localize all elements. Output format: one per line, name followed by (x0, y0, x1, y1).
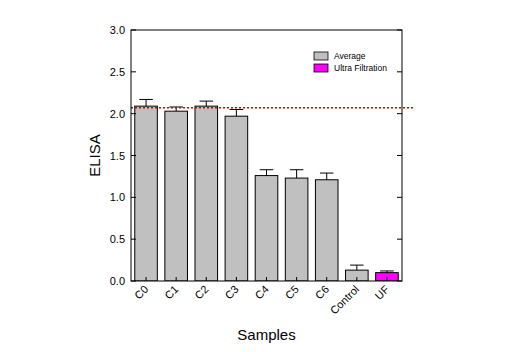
error-bar (230, 109, 244, 116)
error-stem (326, 173, 327, 180)
x-tick (146, 277, 147, 281)
error-bar (350, 265, 364, 270)
bar (285, 178, 308, 281)
error-cap (350, 265, 364, 266)
x-tick (326, 277, 327, 281)
x-tick (266, 277, 267, 281)
error-stem (146, 99, 147, 106)
y-tick-label: 2.0 (110, 108, 125, 120)
bar (315, 180, 338, 281)
bar (255, 176, 278, 281)
y-tick (131, 239, 136, 240)
y-tick-label: 1.0 (110, 191, 125, 203)
x-tick-label: C5 (283, 283, 301, 301)
bar (165, 111, 188, 281)
y-tick-right (397, 30, 402, 31)
y-tick-right (397, 113, 402, 114)
bar (346, 270, 369, 281)
legend-swatch (314, 64, 328, 72)
y-tick (131, 30, 136, 31)
y-axis-label: ELISA (86, 134, 103, 177)
legend-label: Ultra Filtration (334, 63, 387, 73)
plot-frame (131, 30, 402, 281)
y-tick-right (397, 197, 402, 198)
error-cap (230, 109, 244, 110)
error-cap (200, 101, 214, 102)
plot-area (135, 99, 398, 281)
x-tick (296, 277, 297, 281)
y-tick-right (397, 71, 402, 72)
bar (376, 273, 399, 281)
bar (195, 106, 218, 281)
x-tick-label: C6 (313, 283, 331, 301)
error-stem (236, 109, 237, 116)
x-tick-label: C3 (222, 283, 240, 301)
y-tick-label: 1.5 (110, 150, 125, 162)
x-tick (176, 277, 177, 281)
x-axis-label: Samples (237, 326, 295, 343)
x-tick-label: Control (328, 283, 362, 317)
y-tick (131, 155, 136, 156)
y-tick-right (397, 239, 402, 240)
x-tick-label: C1 (162, 283, 180, 301)
error-cap (290, 169, 304, 170)
y-tick-label: 0.5 (110, 233, 125, 245)
error-bar (290, 170, 304, 178)
legend: Average Ultra Filtration (314, 51, 387, 73)
y-tick (131, 71, 136, 72)
chart: 0.0 0.5 1.0 1.5 2.0 2.5 3.0 C0 C1 C2 C3 C4 C5 C6Contr… (0, 0, 513, 352)
y-tick (131, 281, 136, 282)
error-stem (296, 170, 297, 178)
error-cap (320, 173, 334, 174)
bar (225, 116, 248, 281)
error-stem (206, 101, 207, 106)
x-tick (236, 277, 237, 281)
x-tick (206, 277, 207, 281)
y-tick-right (397, 155, 402, 156)
error-cap (139, 99, 153, 100)
y-tick-right (397, 281, 402, 282)
x-tick (386, 277, 387, 281)
bar (135, 106, 158, 281)
error-bar (380, 271, 394, 273)
y-tick-label: 2.5 (110, 66, 125, 78)
error-stem (356, 265, 357, 270)
error-bar (200, 101, 214, 106)
error-bar (320, 173, 334, 180)
x-tick-label: C0 (132, 283, 150, 301)
error-bar (139, 99, 153, 106)
x-tick-label: UF (372, 283, 391, 302)
y-tick-label: 0.0 (110, 275, 125, 287)
y-tick (131, 113, 136, 114)
x-tick (356, 277, 357, 281)
error-cap (260, 169, 274, 170)
error-bar (260, 170, 274, 176)
y-tick-label: 3.0 (110, 24, 125, 36)
legend-label: Average (334, 51, 366, 61)
threshold-line (131, 107, 414, 109)
x-tick-label: C4 (252, 283, 270, 301)
legend-swatch (314, 52, 328, 60)
y-tick (131, 197, 136, 198)
error-stem (266, 170, 267, 176)
error-cap (380, 270, 394, 271)
x-tick-label: C2 (192, 283, 210, 301)
